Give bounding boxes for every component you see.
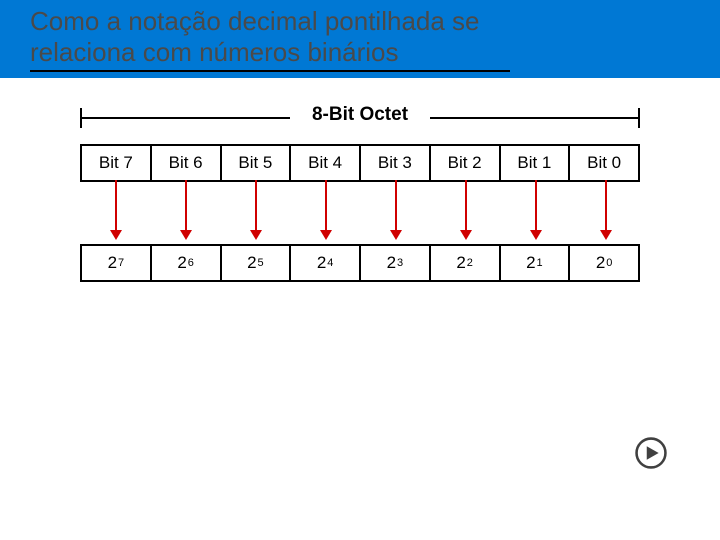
bit-cell: Bit 6 bbox=[152, 146, 222, 180]
power-cell: 21 bbox=[501, 246, 571, 280]
power-exp: 0 bbox=[606, 257, 612, 269]
bit-label-row: Bit 7 Bit 6 Bit 5 Bit 4 Bit 3 Bit 2 Bit … bbox=[80, 144, 640, 182]
power-cell: 25 bbox=[222, 246, 292, 280]
power-base: 2 bbox=[387, 253, 396, 273]
bit-cell: Bit 1 bbox=[501, 146, 571, 180]
power-exp: 4 bbox=[327, 257, 333, 269]
range-line-right bbox=[430, 117, 640, 119]
power-exp: 3 bbox=[397, 257, 403, 269]
bit-cell: Bit 3 bbox=[361, 146, 431, 180]
arrow-icon bbox=[605, 180, 607, 238]
power-base: 2 bbox=[526, 253, 535, 273]
power-exp: 1 bbox=[537, 257, 543, 269]
power-cell: 23 bbox=[361, 246, 431, 280]
arrow-icon bbox=[325, 180, 327, 238]
range-label: 8-Bit Octet bbox=[304, 104, 416, 126]
arrows-group bbox=[80, 180, 640, 244]
range-cap-right bbox=[638, 108, 640, 128]
arrow-icon bbox=[465, 180, 467, 238]
octet-diagram: 8-Bit Octet Bit 7 Bit 6 Bit 5 Bit 4 Bit … bbox=[80, 106, 640, 366]
bit-cell: Bit 5 bbox=[222, 146, 292, 180]
power-base: 2 bbox=[247, 253, 256, 273]
range-bar: 8-Bit Octet bbox=[80, 106, 640, 130]
arrow-icon bbox=[115, 180, 117, 238]
play-button[interactable] bbox=[634, 436, 668, 470]
bit-cell: Bit 4 bbox=[291, 146, 361, 180]
power-base: 2 bbox=[317, 253, 326, 273]
play-icon bbox=[634, 436, 668, 470]
power-cell: 24 bbox=[291, 246, 361, 280]
power-cell: 27 bbox=[82, 246, 152, 280]
bit-cell: Bit 7 bbox=[82, 146, 152, 180]
arrow-icon bbox=[185, 180, 187, 238]
power-base: 2 bbox=[108, 253, 117, 273]
power-cell: 26 bbox=[152, 246, 222, 280]
arrow-icon bbox=[535, 180, 537, 238]
power-cell: 20 bbox=[570, 246, 638, 280]
power-exp: 5 bbox=[258, 257, 264, 269]
bit-cell: Bit 0 bbox=[570, 146, 638, 180]
range-line-left bbox=[80, 117, 290, 119]
arrow-icon bbox=[255, 180, 257, 238]
bit-cell: Bit 2 bbox=[431, 146, 501, 180]
power-cell: 22 bbox=[431, 246, 501, 280]
power-base: 2 bbox=[596, 253, 605, 273]
power-exp: 6 bbox=[188, 257, 194, 269]
power-exp: 2 bbox=[467, 257, 473, 269]
power-base: 2 bbox=[177, 253, 186, 273]
power-row: 27 26 25 24 23 22 21 20 bbox=[80, 244, 640, 282]
power-base: 2 bbox=[456, 253, 465, 273]
power-exp: 7 bbox=[118, 257, 124, 269]
slide-title: Como a notação decimal pontilhada se rel… bbox=[30, 6, 510, 72]
slide-header: Como a notação decimal pontilhada se rel… bbox=[0, 0, 720, 78]
arrow-icon bbox=[395, 180, 397, 238]
